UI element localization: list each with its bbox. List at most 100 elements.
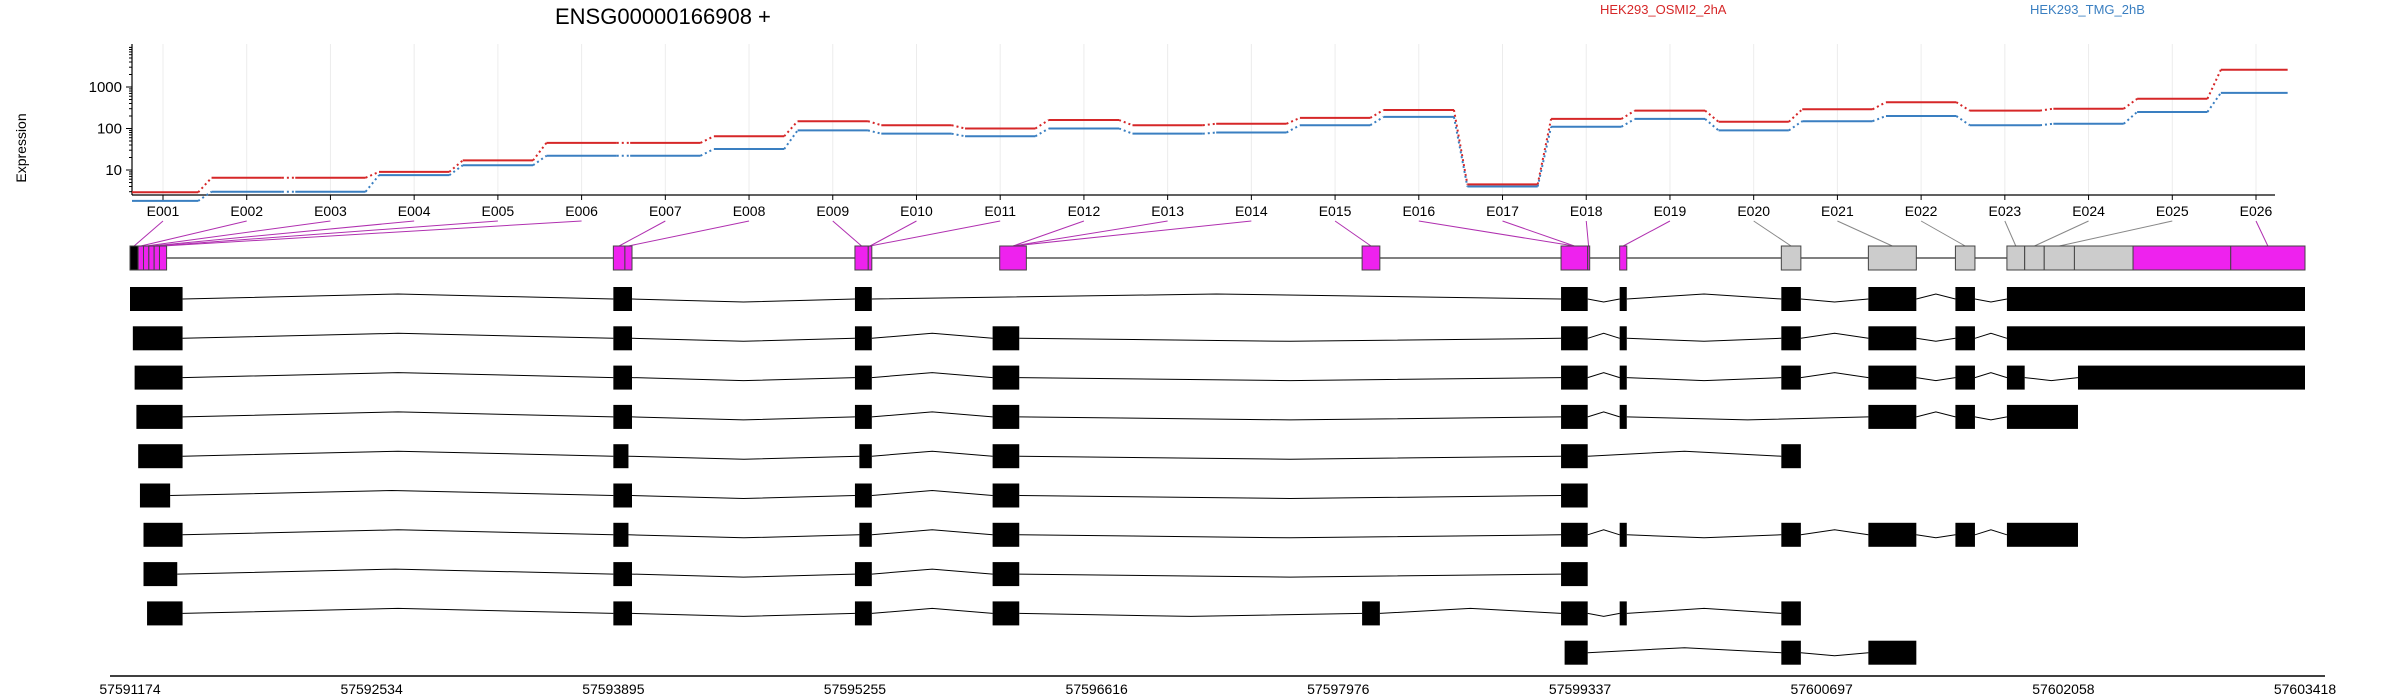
exon-connector: [2059, 220, 2173, 247]
gene-model-exon-bin: [2024, 245, 2045, 271]
series-transition: [197, 190, 213, 202]
exon-connector: [628, 220, 750, 247]
transcript-exon: [147, 601, 183, 626]
transcript-exon: [134, 365, 183, 390]
exon-connector: [163, 220, 582, 247]
transcript-intron: [1626, 607, 1782, 614]
transcript-exon: [1362, 601, 1380, 626]
legend-entry-series-1: HEK293_OSMI2_2hA: [1600, 2, 1727, 17]
transcript-intron: [871, 607, 993, 614]
transcript-intron: [1974, 332, 2008, 339]
series-transition: [783, 129, 799, 150]
series-transition: [2039, 107, 2054, 112]
series-transition: [700, 148, 715, 157]
exon-connector-lines: [133, 220, 2269, 247]
x-tick-label: E004: [398, 203, 431, 219]
series-transition: [2206, 92, 2222, 113]
exon-connector: [151, 220, 415, 247]
transcript-exon: [613, 287, 633, 311]
transcript-exon: [859, 444, 872, 469]
transcript-exon: [1781, 601, 1801, 626]
series-transition: [1955, 101, 1971, 112]
transcript-intron: [631, 337, 855, 342]
series-transition: [951, 132, 966, 138]
transcript-intron: [177, 568, 614, 575]
exon-connector: [832, 220, 862, 247]
transcript-intron: [1800, 652, 1869, 657]
transcript-exon: [1955, 287, 1975, 311]
series-transition: [1955, 115, 1971, 127]
transcript-intron: [871, 293, 1562, 300]
transcript-intron: [1587, 372, 1620, 379]
x-tick-label: E005: [482, 203, 515, 219]
coordinate-tick-label: 57591174: [99, 681, 160, 697]
series-transition: [1788, 108, 1803, 123]
transcript-exon: [2006, 326, 2305, 351]
transcript-exon: [859, 522, 872, 547]
x-tick-label: E001: [147, 203, 180, 219]
gene-model-exon-bin: [2006, 245, 2026, 271]
transcript-exon: [2006, 404, 2078, 429]
series-transition: [1872, 115, 1887, 123]
transcript-intron: [1587, 332, 1620, 339]
transcript-intron: [631, 495, 855, 500]
series-transition: [1034, 127, 1050, 138]
transcript-exon: [2006, 287, 2305, 311]
transcript-exon: [992, 522, 1020, 547]
transcript-intron: [1019, 534, 1562, 539]
gene-model-exon-bin: [612, 245, 626, 271]
x-tick-label: E003: [314, 203, 347, 219]
gene-model-exon-bin: [999, 245, 1027, 271]
coordinate-tick-label: 57599337: [1549, 681, 1612, 697]
transcript-exon: [854, 483, 872, 508]
x-tick-label: E025: [2156, 203, 2189, 219]
transcript-exon: [2006, 522, 2078, 547]
transcript-exon: [1955, 365, 1975, 390]
transcript-exon: [1955, 522, 1975, 547]
transcript-exon: [1561, 287, 1588, 311]
gene-model-exon-bin: [854, 245, 869, 271]
transcript-intron: [182, 607, 614, 614]
gene-model-exon-bin: [143, 245, 150, 271]
series-transition: [1620, 109, 1636, 120]
series-transition: [1118, 127, 1133, 135]
exon-connector: [2004, 220, 2017, 247]
x-tick-label: E019: [1654, 203, 1687, 219]
chart-title: ENSG00000166908 +: [555, 4, 771, 29]
series-transition: [1704, 109, 1720, 123]
exon-connector: [869, 220, 917, 247]
exon-connector: [618, 220, 666, 247]
exon-connector: [1837, 220, 1893, 247]
series-transition: [532, 154, 548, 167]
transcript-intron: [182, 450, 614, 457]
series-transition: [1536, 126, 1553, 187]
x-tick-label: E007: [649, 203, 682, 219]
gene-model-exon-bin: [153, 245, 160, 271]
transcript-exon: [613, 483, 633, 508]
y-tick-label: 100: [97, 121, 122, 138]
exon-connector: [133, 220, 164, 247]
series-transition: [1788, 120, 1803, 132]
exon-connector: [1418, 220, 1575, 247]
transcript-intron: [871, 450, 993, 457]
transcript-exon: [854, 601, 872, 626]
transcript-exon: [1868, 522, 1917, 547]
transcript-exon: [1561, 562, 1588, 587]
transcript-intron: [1626, 416, 1869, 421]
series-transition: [2206, 69, 2222, 100]
coordinate-tick-label: 57600697: [1790, 681, 1853, 697]
gene-model-exon-bin: [1361, 245, 1381, 271]
transcript-exon: [854, 404, 872, 429]
transcript-exon: [1561, 326, 1588, 351]
transcript-exon: [992, 562, 1020, 587]
transcript-exon: [1868, 404, 1917, 429]
transcript-exon: [613, 365, 633, 390]
series-transition: [1118, 119, 1133, 127]
series-transition: [700, 135, 715, 144]
transcript-intron: [182, 332, 614, 339]
x-tick-label: E006: [565, 203, 598, 219]
exon-connector: [1012, 220, 1168, 247]
x-tick-label: E012: [1068, 203, 1101, 219]
y-tick-label: 1000: [89, 79, 122, 96]
